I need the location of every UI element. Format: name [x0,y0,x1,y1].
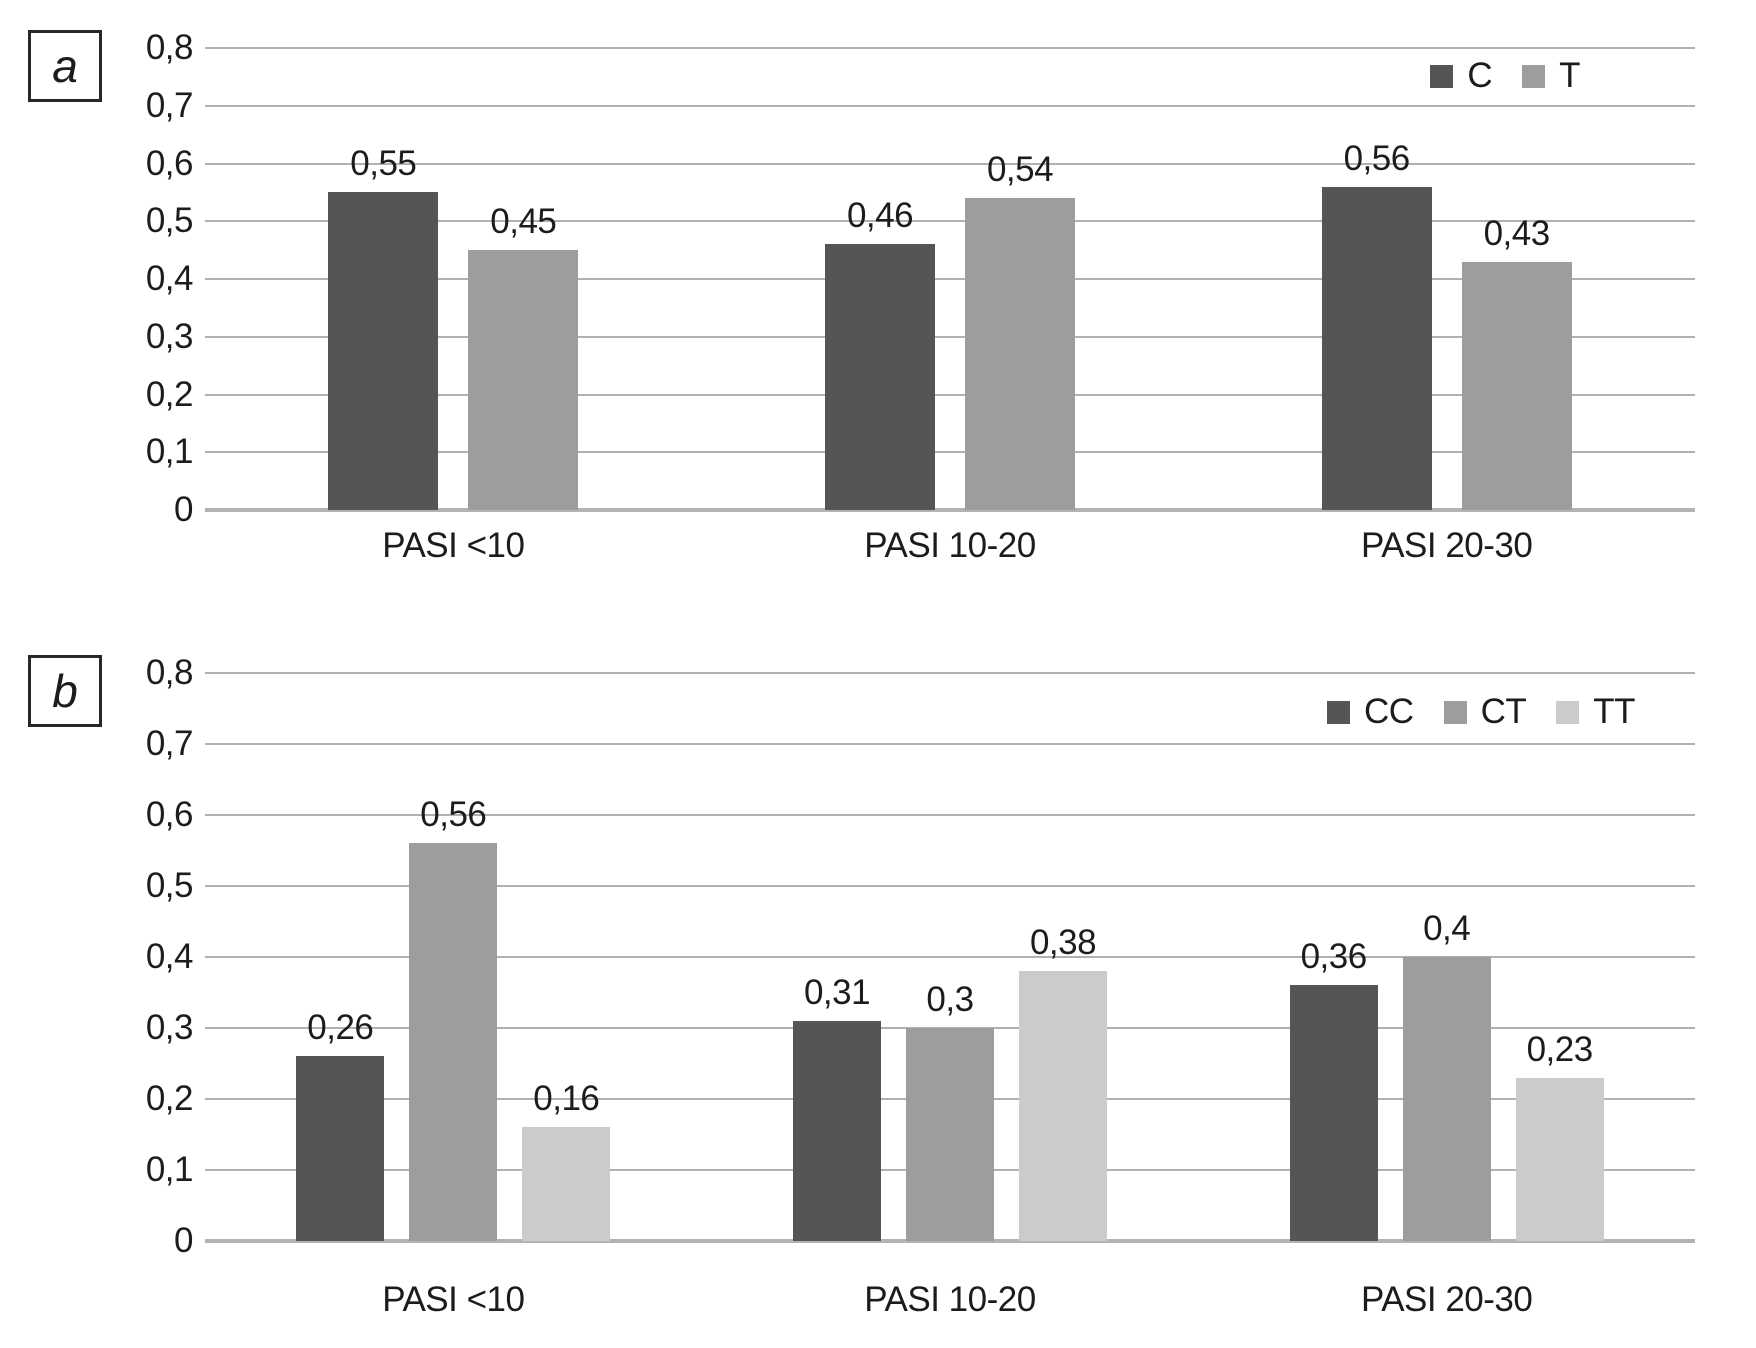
panel-a-label-box: a [28,30,102,102]
gridline [205,335,1695,338]
bar-ct [409,843,498,1241]
legend-item-c: C [1430,56,1493,96]
legend-label: CC [1364,692,1414,731]
panel-b-label-box: b [28,655,102,727]
gridline [205,956,1695,958]
legend-label: C [1467,56,1493,95]
bar-ct [906,1028,994,1241]
bar-c [825,244,935,510]
y-tick-label: 0,4 [145,937,194,976]
bar-t [965,198,1075,510]
bar-c [1321,186,1432,510]
value-label: 0,23 [1526,1029,1594,1069]
y-tick-label: 0,3 [145,1008,194,1047]
value-label: 0,26 [307,1008,374,1048]
legend-label: TT [1593,692,1635,731]
panel-b-label: b [52,665,78,717]
panel-a-label: a [52,40,78,92]
x-axis-line [205,1239,1695,1243]
value-label: 0,45 [490,202,557,242]
x-category-label: PASI 10-20 [864,526,1036,565]
y-tick-label: 0,2 [145,1079,194,1118]
bar-t [468,250,579,510]
value-label: 0,46 [846,196,914,236]
y-tick-label: 0,6 [145,795,194,834]
gridline [205,162,1695,165]
y-tick-label: 0,1 [145,1150,194,1189]
gridline [205,672,1695,674]
gridline [205,278,1695,280]
gridline [205,451,1695,454]
legend-item-cc: CC [1327,692,1414,732]
legend-item-tt: TT [1556,692,1635,732]
c-legend-swatch [1430,64,1454,88]
value-label: 0,3 [926,980,974,1019]
value-label: 0,31 [803,972,871,1012]
value-label: 0,56 [420,795,487,835]
y-tick-label: 0,3 [145,316,194,356]
y-tick-label: 0,8 [145,653,194,692]
y-tick-label: 0,7 [145,85,194,125]
y-tick-label: 0 [174,490,193,529]
bar-tt [1019,971,1107,1241]
legend-label: CT [1480,692,1527,731]
x-category-label: PASI 10-20 [864,1280,1036,1319]
value-label: 0,38 [1029,923,1097,963]
y-tick-label: 0,8 [145,28,194,67]
x-category-label: PASI <10 [382,1280,525,1319]
y-tick-label: 0,6 [145,143,194,183]
gridline [205,104,1695,107]
value-label: 0,4 [1423,909,1471,948]
y-tick-label: 0,7 [145,724,194,763]
bar-c [328,192,439,510]
gridline [205,743,1695,745]
legend-item-ct: CT [1443,692,1527,732]
y-tick-label: 0,2 [145,374,194,414]
ct-legend-swatch [1443,700,1467,724]
y-tick-label: 0,5 [145,866,194,905]
value-label: 0,55 [350,144,417,184]
bar-cc [1289,985,1378,1241]
tt-legend-swatch [1556,700,1580,724]
bar-cc [296,1056,385,1241]
gridline [205,814,1695,816]
bar-tt [522,1127,611,1241]
gridline [205,393,1695,396]
bar-cc [793,1020,881,1241]
legend-label: T [1559,56,1580,95]
gridline [205,47,1695,49]
legend: CC CT TT [1327,692,1635,732]
cc-legend-swatch [1327,700,1351,724]
x-category-label: PASI 20-30 [1360,1280,1533,1319]
value-label: 0,16 [533,1079,600,1119]
gridline [205,885,1695,887]
t-legend-swatch [1522,64,1546,88]
x-axis-line [205,508,1695,512]
legend-item-t: T [1522,56,1580,96]
y-tick-label: 0,1 [145,432,194,472]
gridline [205,220,1695,223]
bar-tt [1515,1077,1604,1241]
x-category-label: PASI <10 [382,526,525,565]
value-label: 0,56 [1343,138,1411,178]
value-label: 0,36 [1300,937,1368,977]
value-label: 0,43 [1483,213,1551,253]
y-tick-label: 0,5 [145,201,194,241]
bar-t [1461,261,1572,510]
value-label: 0,54 [986,150,1054,190]
bar-ct [1402,957,1491,1241]
y-tick-label: 0 [174,1221,193,1260]
x-category-label: PASI 20-30 [1360,526,1533,565]
y-tick-label: 0,4 [145,259,194,298]
